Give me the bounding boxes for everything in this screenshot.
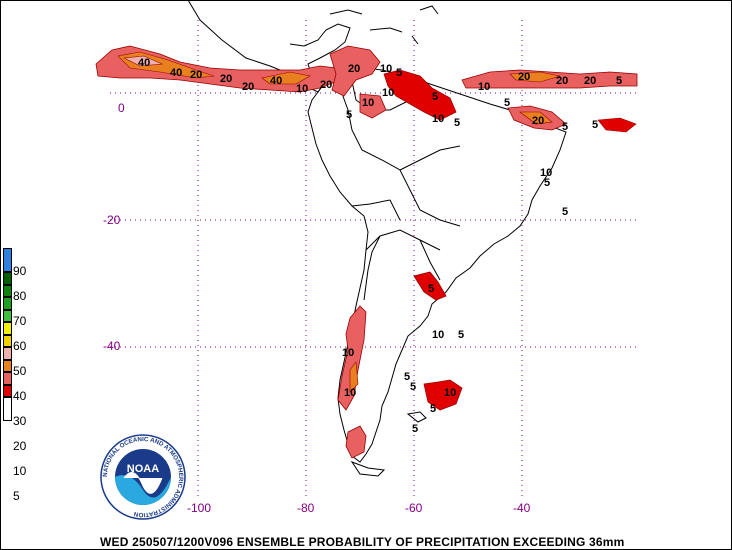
coast-south-america — [307, 67, 567, 463]
legend-label-60: 60 — [13, 339, 27, 353]
lon-label-60: -60 — [405, 501, 423, 515]
contour-label: 5 — [562, 206, 568, 218]
legend-label-80: 80 — [13, 289, 27, 303]
contour-label: 5 — [454, 117, 460, 129]
contour-label: 20 — [190, 69, 202, 81]
contour-label: 5 — [410, 381, 416, 393]
lon-label-40: -40 — [513, 501, 531, 515]
coast-tierra-del-fuego — [350, 460, 386, 477]
contour-label: 40 — [170, 67, 182, 79]
legend-swatch-40 — [3, 335, 12, 347]
amazon-blob — [359, 93, 387, 119]
legend-swatch-50 — [3, 322, 12, 335]
legend-swatch-30 — [3, 347, 12, 360]
coast-caribbean — [329, 5, 439, 45]
contour-label: 20 — [348, 63, 360, 75]
legend-swatch-80 — [3, 285, 12, 297]
colombia-blob — [329, 45, 381, 97]
contour-labels: 40 40 20 20 20 40 20 10 20 10 10 20 20 2… — [138, 57, 622, 435]
contour-label: 5 — [432, 91, 438, 103]
contour-label: 10 — [344, 387, 356, 399]
contour-label: 5 — [412, 423, 418, 435]
southern-tip-blob — [345, 425, 367, 459]
venezuela-blob — [383, 69, 457, 121]
contour-label: 20 — [242, 81, 254, 93]
legend-swatch-60 — [3, 310, 12, 322]
contour-label: 10 — [540, 167, 552, 179]
contour-label: 5 — [616, 75, 622, 87]
map-caption: WED 250507/1200V096 ENSEMBLE PROBABILITY… — [100, 535, 625, 549]
contour-label: 5 — [544, 177, 550, 189]
legend-label-30: 30 — [13, 414, 27, 428]
coast-falklands — [406, 411, 427, 423]
legend-swatch-90 — [3, 272, 12, 285]
lon-label-100: -100 — [187, 501, 212, 515]
contour-label: 10 — [444, 387, 456, 399]
plata-blob — [413, 271, 447, 301]
contour-label: 5 — [404, 371, 410, 383]
contour-label: 10 — [478, 81, 490, 93]
border-lines — [339, 71, 461, 301]
patagonia-blob — [423, 379, 463, 411]
legend-label-5: 5 — [13, 489, 20, 503]
pacific-band-30 — [122, 55, 164, 67]
contour-label: 20 — [518, 71, 530, 83]
pacific-band-east-20 — [261, 71, 311, 85]
contour-label: 40 — [270, 75, 282, 87]
contour-label: 20 — [220, 73, 232, 85]
legend-label-70: 70 — [13, 314, 27, 328]
contour-label: 5 — [430, 403, 436, 415]
lon-label-80: -80 — [297, 501, 315, 515]
lat-label-20: -20 — [103, 213, 121, 227]
legend-swatch-10 — [3, 372, 12, 385]
contour-label: 5 — [428, 283, 434, 295]
precip-regions — [95, 45, 638, 459]
contour-label: 5 — [396, 67, 402, 79]
contour-label: 10 — [296, 83, 308, 95]
contour-label: 5 — [346, 109, 352, 121]
contour-label: 10 — [382, 87, 394, 99]
contour-label: 5 — [592, 119, 598, 131]
contour-label: 20 — [556, 75, 568, 87]
andes-strip — [337, 305, 367, 411]
contour-label: 20 — [532, 115, 544, 127]
brazil-coast-20 — [519, 111, 553, 125]
contour-label: 5 — [562, 121, 568, 133]
contour-label: 10 — [342, 347, 354, 359]
noaa-logo: NATIONAL OCEANIC AND ATMOSPHERIC ADMINIS… — [100, 434, 186, 520]
legend-label-50: 50 — [13, 364, 27, 378]
contour-label: 10 — [432, 329, 444, 341]
contour-label: 10 — [432, 113, 444, 125]
contour-label: 5 — [504, 97, 510, 109]
contour-label: 20 — [320, 79, 332, 91]
legend-label-90: 90 — [13, 264, 27, 278]
atlantic-band-20 — [509, 71, 561, 83]
lat-label-40: -40 — [103, 339, 121, 353]
contour-label: 5 — [458, 329, 464, 341]
contour-label: 10 — [380, 63, 392, 75]
legend-swatch-100 — [3, 248, 12, 272]
andes-strip-20 — [349, 361, 359, 393]
legend-label-20: 20 — [13, 439, 27, 453]
legend-swatch-0 — [3, 397, 12, 421]
legend-swatch-70 — [3, 297, 12, 310]
brazil-east-blob — [597, 117, 637, 133]
contour-label: 20 — [584, 75, 596, 87]
coastlines — [187, 0, 567, 477]
noaa-logo-text: NOAA — [127, 463, 159, 475]
lat-label-0: 0 — [118, 101, 125, 115]
contour-label: 10 — [362, 97, 374, 109]
legend-label-10: 10 — [13, 464, 27, 478]
contour-label: 40 — [138, 57, 150, 69]
legend-label-40: 40 — [13, 389, 27, 403]
legend-swatch-20 — [3, 360, 12, 372]
legend-swatch-5 — [3, 385, 12, 397]
